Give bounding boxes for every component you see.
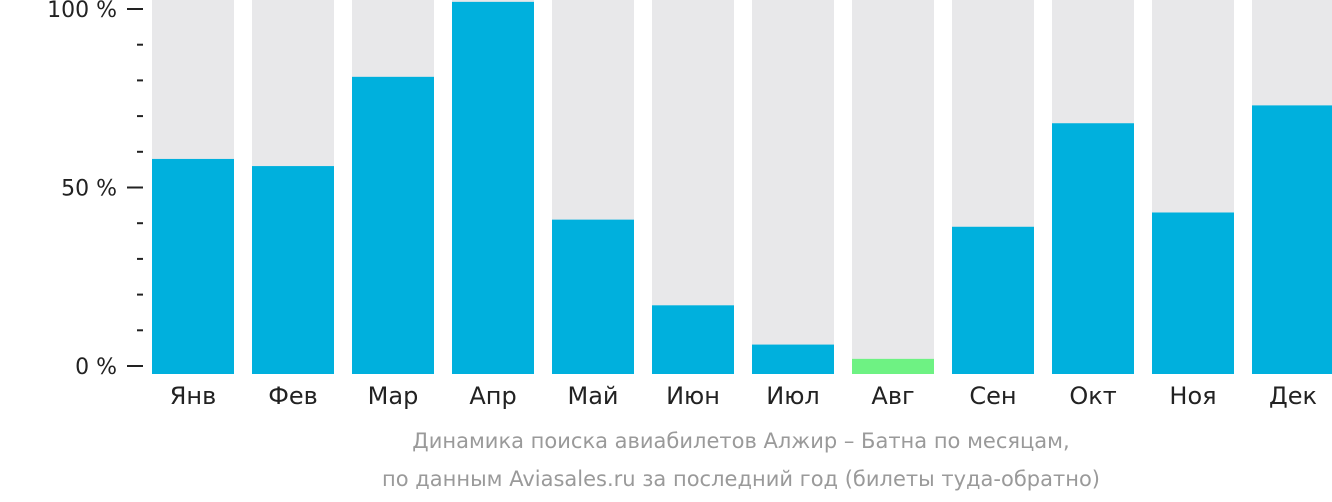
x-tick-label: Авг — [871, 382, 914, 410]
x-tick-label: Июн — [666, 382, 720, 410]
bars — [152, 0, 1332, 375]
y-tick-label: 50 % — [61, 177, 117, 202]
x-tick-label: Апр — [469, 382, 516, 410]
bar-background — [752, 0, 834, 374]
x-tick-label: Ноя — [1169, 382, 1216, 410]
bar — [1052, 123, 1134, 375]
x-tick-label: Сен — [969, 382, 1016, 410]
bar — [652, 305, 734, 374]
x-tick-label: Дек — [1269, 382, 1317, 410]
x-tick-label: Июл — [766, 382, 820, 410]
bar — [852, 358, 934, 374]
bar — [752, 344, 834, 374]
y-tick-label: 0 % — [75, 355, 117, 380]
chart-caption-line-1: Динамика поиска авиабилетов Алжир – Батн… — [412, 429, 1070, 453]
y-tick-label: 100 % — [47, 0, 117, 23]
bar-chart: 0 % 50 % 100 % Янв Фев Мар Апр Май Июн Июл Авг Сен… — [47, 0, 1332, 410]
bar-background — [852, 0, 934, 374]
chart-caption-line-2: по данным Aviasales.ru за последний год … — [382, 467, 1100, 491]
y-axis: 0 % 50 % 100 % — [47, 0, 143, 380]
bar — [552, 219, 634, 374]
bar — [1152, 212, 1234, 374]
x-tick-label: Май — [567, 382, 618, 410]
x-tick-label: Фев — [268, 382, 318, 410]
x-tick-label: Окт — [1069, 382, 1116, 410]
bar — [352, 76, 434, 374]
bar — [452, 1, 534, 375]
bar — [152, 158, 234, 374]
bar — [952, 226, 1034, 374]
bar — [252, 166, 334, 374]
x-tick-label: Мар — [368, 382, 419, 410]
x-tick-label: Янв — [170, 382, 217, 410]
x-axis-labels: Янв Фев Мар Апр Май Июн Июл Авг Сен Окт Ноя Дек — [170, 382, 1317, 410]
bar — [1252, 105, 1332, 374]
